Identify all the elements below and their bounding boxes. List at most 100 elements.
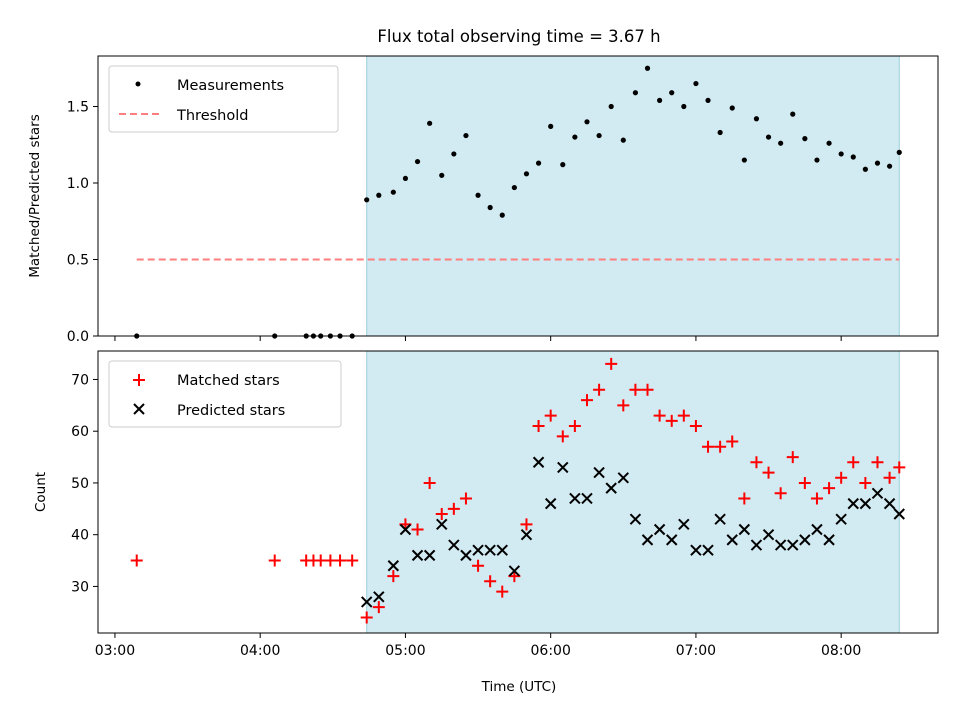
matched-star-point [387,570,400,583]
measurement-point [802,136,808,142]
matched-star-point [893,461,906,474]
predicted-star-point [448,539,460,551]
predicted-star-point [883,497,896,510]
measurement-point [886,163,893,169]
predicted-star-point [774,539,787,551]
matched-star-point [726,435,739,448]
matched-star-point [677,409,690,422]
count-y-tick-label: 70 [71,372,89,388]
measurement-point [499,212,505,218]
count-y-tick-label: 40 [71,528,89,544]
measurement-point [402,175,409,182]
measurement-point [874,160,881,166]
legend-threshold-label: Threshold [176,108,248,124]
predicted-star-point [702,544,714,556]
measurement-point [584,119,590,125]
matched-star-point [520,518,533,531]
count-y-tick-label: 60 [71,424,89,440]
count-plot-frame [97,350,939,634]
matched-star-point [883,471,896,484]
count-legend: Matched stars Predicted stars [108,360,342,428]
matched-star-point [847,456,860,469]
ratio-observing-window [366,55,900,337]
matched-star-point [435,507,448,520]
measurement-point [741,157,747,163]
matched-star-point [738,492,751,505]
matched-star-point [689,420,702,433]
matched-star-point [629,383,642,396]
count-y-axis-label: Count [33,472,49,512]
matched-star-point [268,554,281,567]
predicted-star-point [387,560,400,572]
count-legend-box [108,360,342,428]
measurement-point [693,80,699,87]
predicted-star-point [690,544,702,556]
matched-star-point [823,482,836,495]
measurement-point [644,65,651,71]
matched-star-point [702,440,715,453]
matched-star-point [532,420,545,433]
legend-matched-label: Matched stars [177,373,280,389]
predicted-star-point [799,534,811,546]
matched-star-point [750,456,763,469]
matched-star-point [798,476,811,489]
predicted-star-point [714,513,726,525]
predicted-star-point [678,518,690,531]
measurement-point [790,111,796,117]
predicted-star-point [835,513,847,525]
x-tick-label: 04:00 [240,643,280,659]
matched-star-point [810,492,823,505]
matched-star-point [447,502,460,515]
predicted-star-point [666,534,678,546]
predicted-star-point [423,549,436,562]
measurement-point [390,189,396,195]
predicted-star-point [399,523,412,536]
matched-star-point [568,420,581,433]
matched-star-point [360,611,373,624]
measurement-point [632,90,639,96]
measurement-point [535,160,542,166]
measurement-point [826,140,832,146]
matched-star-point [472,559,485,572]
ratio-y-tick-label: 1.0 [67,176,89,192]
measurement-point [560,162,566,168]
measurement-point [681,103,687,110]
predicted-star-point [544,497,557,510]
predicted-star-point [629,513,642,525]
predicted-star-point [484,544,496,556]
legend-matched-marker [133,374,145,386]
matched-star-point [617,399,630,412]
measurement-point [511,184,517,191]
measurement-point [548,123,554,129]
predicted-star-point [569,492,581,505]
ratio-y-tick-label: 1.5 [67,99,89,115]
matched-star-point [665,414,678,427]
matched-star-point [871,456,884,469]
ratio-y-axis-label: Matched/Predicted stars [27,114,43,277]
measurement-point [765,134,772,140]
predicted-star-point [823,534,835,546]
predicted-star-point [893,508,905,520]
x-tick-label: 03:00 [95,643,135,659]
count-observing-window [366,350,900,634]
ratio-y-tick-label: 0.0 [67,329,89,345]
measurement-point [572,134,578,140]
matched-star-point [653,409,666,422]
predicted-star-point [617,472,630,484]
measurement-point [596,132,602,139]
predicted-star-point [472,544,484,556]
measurement-point [376,192,382,198]
measurement-point [896,149,902,155]
matched-star-point [556,430,569,443]
ratio-panel: 0.0 0.5 1.0 1.5 Matched/Predicted stars Mea… [27,55,939,345]
matched-star-point [859,476,872,489]
ratio-y-tick-label: 0.5 [67,252,89,268]
matched-star-point [334,554,347,567]
predicted-star-point [605,482,617,494]
matched-star-point [411,523,424,536]
predicted-star-point [581,492,593,505]
matched-star-point [714,440,727,453]
measurement-point [523,171,530,177]
legend-measurements-marker [135,81,141,87]
